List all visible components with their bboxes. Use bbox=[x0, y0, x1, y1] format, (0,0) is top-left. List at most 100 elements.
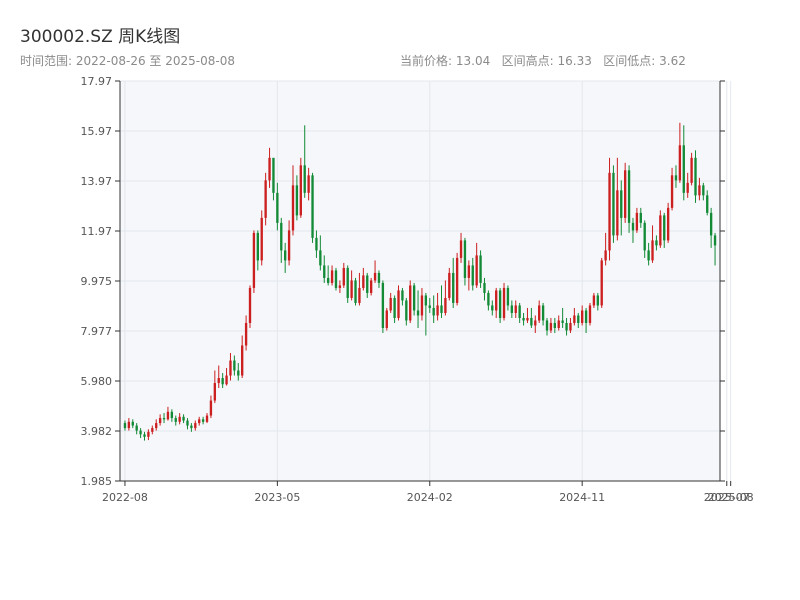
candle-body bbox=[592, 295, 596, 306]
candle-body bbox=[608, 172, 611, 251]
candle-body bbox=[174, 418, 177, 422]
candle-body bbox=[412, 285, 416, 311]
candle-body bbox=[600, 260, 603, 306]
candle-body bbox=[635, 212, 639, 231]
candle-body bbox=[123, 423, 127, 429]
chart-title: 300002.SZ 周K线图 bbox=[20, 27, 181, 47]
candle-body bbox=[276, 192, 279, 223]
candle-body bbox=[350, 280, 353, 298]
candle-body bbox=[366, 275, 369, 293]
candle-body bbox=[205, 415, 209, 422]
candle-body bbox=[588, 305, 592, 323]
candle-body bbox=[135, 425, 138, 431]
candle-body bbox=[518, 305, 521, 318]
date-range-label: 时间范围: 2022-08-26 至 2025-08-08 bbox=[20, 54, 235, 68]
candle-body bbox=[354, 280, 357, 303]
candle-body bbox=[272, 157, 275, 193]
x-tick-label: 2022-08 bbox=[102, 491, 148, 504]
candle-body bbox=[229, 360, 232, 376]
candle-body bbox=[182, 416, 185, 421]
candle-body bbox=[674, 175, 678, 181]
candle-body bbox=[162, 418, 166, 420]
candle-body bbox=[373, 272, 377, 281]
y-tick-label: 1.985 bbox=[81, 475, 113, 488]
candle-body bbox=[479, 255, 482, 283]
candle-body bbox=[498, 290, 502, 318]
candle-body bbox=[256, 232, 259, 261]
candle-body bbox=[338, 285, 342, 288]
candle-body bbox=[369, 280, 373, 293]
candle-body bbox=[530, 317, 533, 326]
candle-body bbox=[702, 185, 705, 196]
candle-body bbox=[678, 145, 682, 181]
candle-body bbox=[545, 320, 549, 331]
candle-body bbox=[483, 282, 486, 293]
candle-body bbox=[549, 322, 553, 331]
candle-body bbox=[686, 182, 689, 193]
candle-body bbox=[319, 250, 322, 266]
candle-body bbox=[448, 272, 451, 298]
candle-body bbox=[698, 185, 701, 196]
candle-body bbox=[506, 287, 510, 306]
candle-body bbox=[416, 310, 420, 316]
candle-body bbox=[131, 421, 134, 426]
candle-body bbox=[604, 250, 607, 261]
candle-body bbox=[127, 421, 131, 429]
candle-body bbox=[409, 285, 412, 321]
candle-body bbox=[303, 165, 306, 193]
candle-body bbox=[522, 317, 525, 321]
candle-body bbox=[346, 267, 349, 298]
candle-body bbox=[166, 411, 170, 420]
candle-body bbox=[467, 265, 471, 278]
candle-body bbox=[502, 287, 506, 318]
candle-body bbox=[287, 230, 291, 261]
candle-body bbox=[647, 250, 650, 261]
candle-body bbox=[151, 428, 154, 432]
candle-body bbox=[584, 310, 588, 323]
candle-body bbox=[682, 145, 685, 193]
candle-body bbox=[541, 305, 545, 321]
candle-body bbox=[616, 190, 619, 236]
candle-body bbox=[401, 290, 404, 301]
candle-body bbox=[706, 195, 709, 213]
candle-body bbox=[158, 418, 162, 424]
candle-body bbox=[709, 212, 713, 236]
candle-body bbox=[690, 157, 693, 183]
candle-body bbox=[424, 295, 428, 306]
candle-body bbox=[491, 305, 494, 311]
candle-body bbox=[475, 255, 478, 286]
candle-body bbox=[452, 272, 455, 303]
candle-body bbox=[248, 287, 252, 323]
candle-body bbox=[440, 305, 443, 313]
candle-body bbox=[444, 297, 447, 313]
candle-body bbox=[670, 175, 674, 208]
candle-body bbox=[147, 431, 150, 437]
candle-body bbox=[432, 307, 435, 316]
candle-body bbox=[526, 317, 529, 321]
candle-body bbox=[389, 297, 392, 311]
candle-body bbox=[612, 172, 615, 236]
candle-body bbox=[393, 297, 396, 318]
candle-body bbox=[342, 267, 345, 286]
candle-body bbox=[323, 265, 326, 278]
candle-body bbox=[381, 282, 385, 328]
candle-body bbox=[358, 287, 361, 303]
candle-body bbox=[311, 175, 314, 238]
candle-body bbox=[194, 423, 197, 429]
candle-body bbox=[436, 305, 439, 316]
candle-body bbox=[299, 165, 302, 216]
candle-body bbox=[471, 265, 474, 286]
candle-body bbox=[284, 250, 287, 261]
candle-body bbox=[663, 215, 666, 241]
candle-body bbox=[178, 416, 181, 422]
candle-body bbox=[213, 383, 217, 401]
y-tick-label: 3.982 bbox=[81, 425, 113, 438]
y-tick-label: 13.97 bbox=[81, 175, 113, 188]
candle-body bbox=[307, 175, 310, 193]
candle-body bbox=[581, 310, 584, 323]
candle-body bbox=[487, 292, 490, 306]
candle-body bbox=[233, 360, 236, 371]
candle-body bbox=[455, 257, 459, 303]
candle-body bbox=[295, 185, 299, 216]
